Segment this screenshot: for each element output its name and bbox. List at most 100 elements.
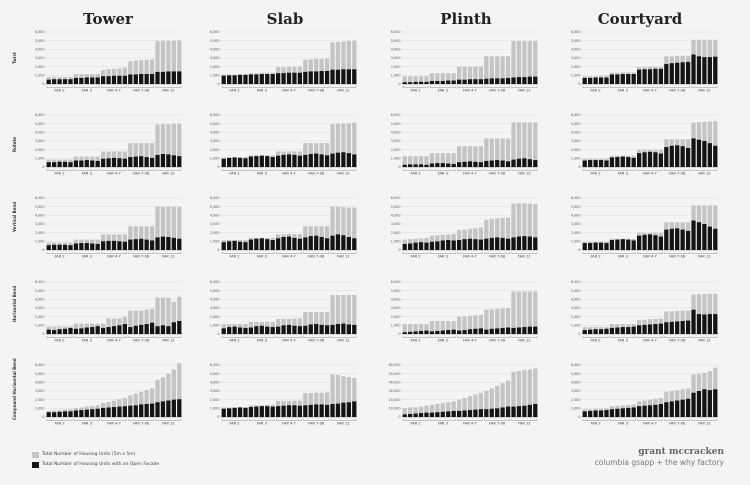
category-bracket (46, 336, 73, 338)
bar-open (352, 238, 357, 250)
bar-open (227, 408, 232, 417)
bar-open (424, 330, 429, 334)
bar-open (90, 77, 95, 84)
bar-open (598, 77, 604, 84)
bar-open (177, 399, 182, 417)
bar-open (281, 73, 286, 84)
bar-open (462, 239, 467, 250)
bar-open (346, 69, 351, 84)
x-tick-label: FAR 3 (438, 255, 448, 259)
bar-open (308, 404, 313, 417)
bar-open (527, 159, 532, 167)
legend-label-total: Total Number of Housing Units (5m x 5m) (42, 452, 136, 457)
bar-open (319, 404, 324, 417)
category-bracket (582, 86, 609, 88)
bar-open (117, 241, 122, 250)
bar-open (62, 79, 68, 84)
bar-open (133, 239, 138, 250)
category-bracket (303, 336, 329, 338)
bar-total (324, 226, 330, 250)
category-bracket (330, 419, 357, 421)
bar-open (511, 237, 516, 250)
bar-open (593, 410, 598, 417)
bar-open (160, 236, 166, 250)
bar-open (122, 158, 128, 167)
y-tick-label: 2,000 (210, 148, 220, 152)
bar-open (675, 145, 680, 167)
bar-open (259, 325, 264, 334)
bar-open (669, 401, 674, 417)
bar-open (254, 156, 259, 167)
bar-open (685, 230, 691, 250)
bar-open (144, 74, 149, 84)
bar-total (149, 308, 155, 334)
bar-open (713, 56, 718, 84)
y-tick-label: 5,000 (391, 122, 401, 126)
category-bracket (74, 336, 100, 338)
x-tick-label: FAR 7-08 (308, 339, 325, 343)
x-tick-label: FAR 2 (55, 422, 65, 426)
bar-total (424, 324, 429, 334)
bar-open (653, 68, 658, 84)
bar-open (500, 327, 505, 334)
bar-open (500, 78, 505, 84)
bar-open (57, 329, 62, 334)
bar-open (314, 324, 319, 334)
y-tick-label: 1,000 (35, 324, 45, 328)
y-tick-label: 2,000 (391, 231, 401, 235)
bar-total (144, 226, 149, 250)
bar-open (149, 322, 155, 334)
bar-total (533, 368, 538, 417)
bar-total (408, 156, 413, 167)
bar-total (155, 206, 160, 250)
x-tick-label: FAR 3 (82, 255, 92, 259)
bar-open (642, 234, 647, 250)
chart-courtyard-vertical-bend: 0 1,000 2,000 3,000 4,000 5,000 6,000 FAR 2 FAR … (571, 196, 718, 259)
bar-open (402, 414, 407, 417)
x-tick-label: FAR 7-08 (669, 89, 686, 93)
bar-total (341, 295, 346, 334)
y-tick-label: 3,000 (571, 389, 581, 393)
bar-open (95, 160, 100, 167)
bar-open (505, 327, 511, 334)
bar-open (642, 405, 647, 417)
bar-total (308, 311, 313, 334)
bar-open (227, 157, 232, 167)
bar-open (495, 328, 500, 334)
y-tick-label: 2,000 (35, 65, 45, 69)
x-tick-label: FAR 3 (438, 339, 448, 343)
bar-total (500, 383, 505, 417)
bar-open (122, 324, 128, 334)
y-tick-label: 1,000 (210, 240, 220, 244)
bar-open (324, 155, 330, 167)
bar-open (588, 410, 593, 417)
bar-total (489, 56, 494, 84)
bar-open (111, 157, 117, 167)
bar-open (166, 154, 171, 167)
bar-open (680, 146, 685, 167)
y-tick-label: 1,000 (35, 240, 45, 244)
category-bracket (610, 419, 636, 421)
bar-open (669, 228, 674, 250)
bar-open (232, 75, 237, 84)
bar-total (456, 316, 462, 334)
bar-total (177, 363, 182, 417)
x-tick-label: FAR 12 (518, 339, 530, 343)
bar-open (653, 324, 658, 334)
bar-open (522, 236, 527, 250)
bar-open (642, 69, 647, 84)
bar-total (478, 314, 484, 334)
bar-total (484, 219, 489, 250)
bar-open (265, 74, 270, 84)
bar-open (270, 74, 275, 84)
y-tick-label: 5,000 (35, 372, 45, 376)
bar-total (527, 41, 532, 84)
bar-total (440, 73, 445, 84)
bar-total (275, 318, 281, 334)
bar-total (149, 143, 155, 167)
x-tick-label: FAR 2 (230, 422, 240, 426)
bar-open (111, 407, 117, 417)
bar-open (46, 412, 51, 417)
chart-plinth-compound-horizontal-bend: 0 10,000 20,000 30,000 40,000 50,000 60,000 FAR… (389, 363, 538, 426)
bar-open (456, 330, 462, 334)
